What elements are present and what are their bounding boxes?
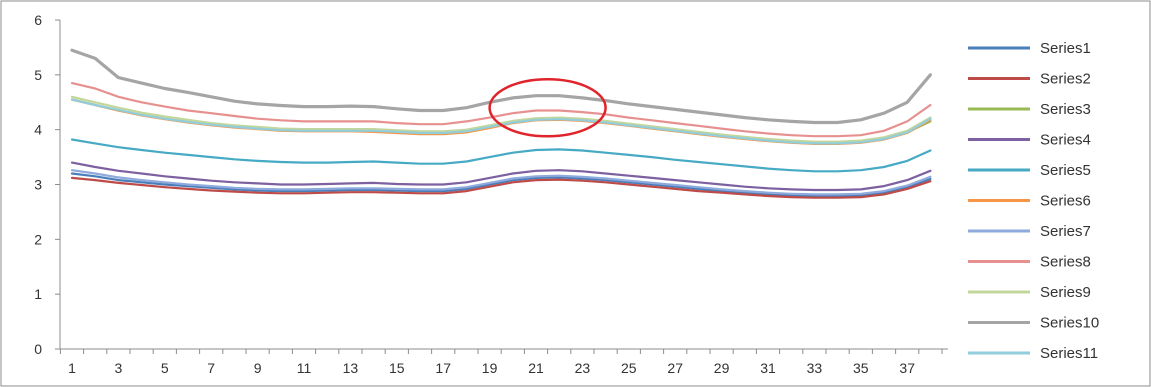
legend-label: Series1 bbox=[1040, 40, 1091, 57]
legend-label: Series6 bbox=[1040, 193, 1091, 210]
x-tick-label: 11 bbox=[297, 360, 312, 376]
legend-label: Series10 bbox=[1040, 315, 1099, 332]
y-tick-label: 1 bbox=[34, 286, 42, 302]
x-tick-label: 31 bbox=[760, 360, 776, 376]
legend-label: Series11 bbox=[1040, 345, 1098, 362]
legend-label: Series3 bbox=[1040, 101, 1091, 118]
x-tick-label: 1 bbox=[68, 360, 76, 376]
x-tick-label: 7 bbox=[207, 360, 215, 376]
series-line-series7 bbox=[70, 169, 932, 196]
x-tick-label: 17 bbox=[435, 360, 451, 376]
x-tick-label: 3 bbox=[115, 360, 123, 376]
x-tick-label: 9 bbox=[254, 360, 262, 376]
legend-label: Series8 bbox=[1040, 254, 1091, 271]
legend-label: Series4 bbox=[1040, 132, 1091, 149]
x-tick-label: 29 bbox=[714, 360, 730, 376]
x-tick-label: 21 bbox=[528, 360, 544, 376]
x-tick-label: 35 bbox=[853, 360, 869, 376]
legend: Series1 Series2 Series3 Series4 Series5 Serie… bbox=[968, 40, 1099, 362]
legend-label: Series2 bbox=[1040, 71, 1091, 88]
y-tick-label: 4 bbox=[34, 122, 42, 138]
series-line-series2 bbox=[70, 176, 932, 199]
series-line-series8 bbox=[70, 82, 932, 138]
y-tick-label: 0 bbox=[34, 341, 42, 357]
legend-label: Series9 bbox=[1040, 284, 1091, 301]
annotations bbox=[488, 77, 607, 138]
x-tick-label: 15 bbox=[389, 360, 405, 376]
series-line-series10 bbox=[70, 48, 932, 125]
y-tick-label: 3 bbox=[34, 177, 42, 193]
y-axis-ticks: 0 1 2 3 4 5 6 bbox=[34, 12, 60, 357]
legend-label: Series5 bbox=[1040, 162, 1091, 179]
x-tick-label: 23 bbox=[575, 360, 591, 376]
x-tick-label: 37 bbox=[899, 360, 915, 376]
series-line-series9 bbox=[70, 95, 932, 143]
x-axis-ticks: 1 3 5 7 9 11 13 15 17 19 21 23 25 27 29 31 33 35 37 bbox=[59, 349, 943, 376]
x-tick-label: 33 bbox=[807, 360, 823, 376]
highlight-ellipse bbox=[488, 77, 607, 138]
x-tick-label: 27 bbox=[667, 360, 683, 376]
y-tick-label: 6 bbox=[34, 12, 42, 28]
x-tick-label: 5 bbox=[161, 360, 169, 376]
series-line-series4 bbox=[70, 161, 932, 192]
y-tick-label: 5 bbox=[34, 67, 42, 83]
series-line-series1 bbox=[70, 172, 932, 198]
series-line-series5 bbox=[70, 138, 932, 173]
legend-label: Series7 bbox=[1040, 223, 1091, 240]
y-tick-label: 2 bbox=[34, 231, 42, 247]
x-tick-label: 25 bbox=[621, 360, 637, 376]
x-tick-label: 13 bbox=[343, 360, 359, 376]
x-tick-label: 19 bbox=[482, 360, 498, 376]
